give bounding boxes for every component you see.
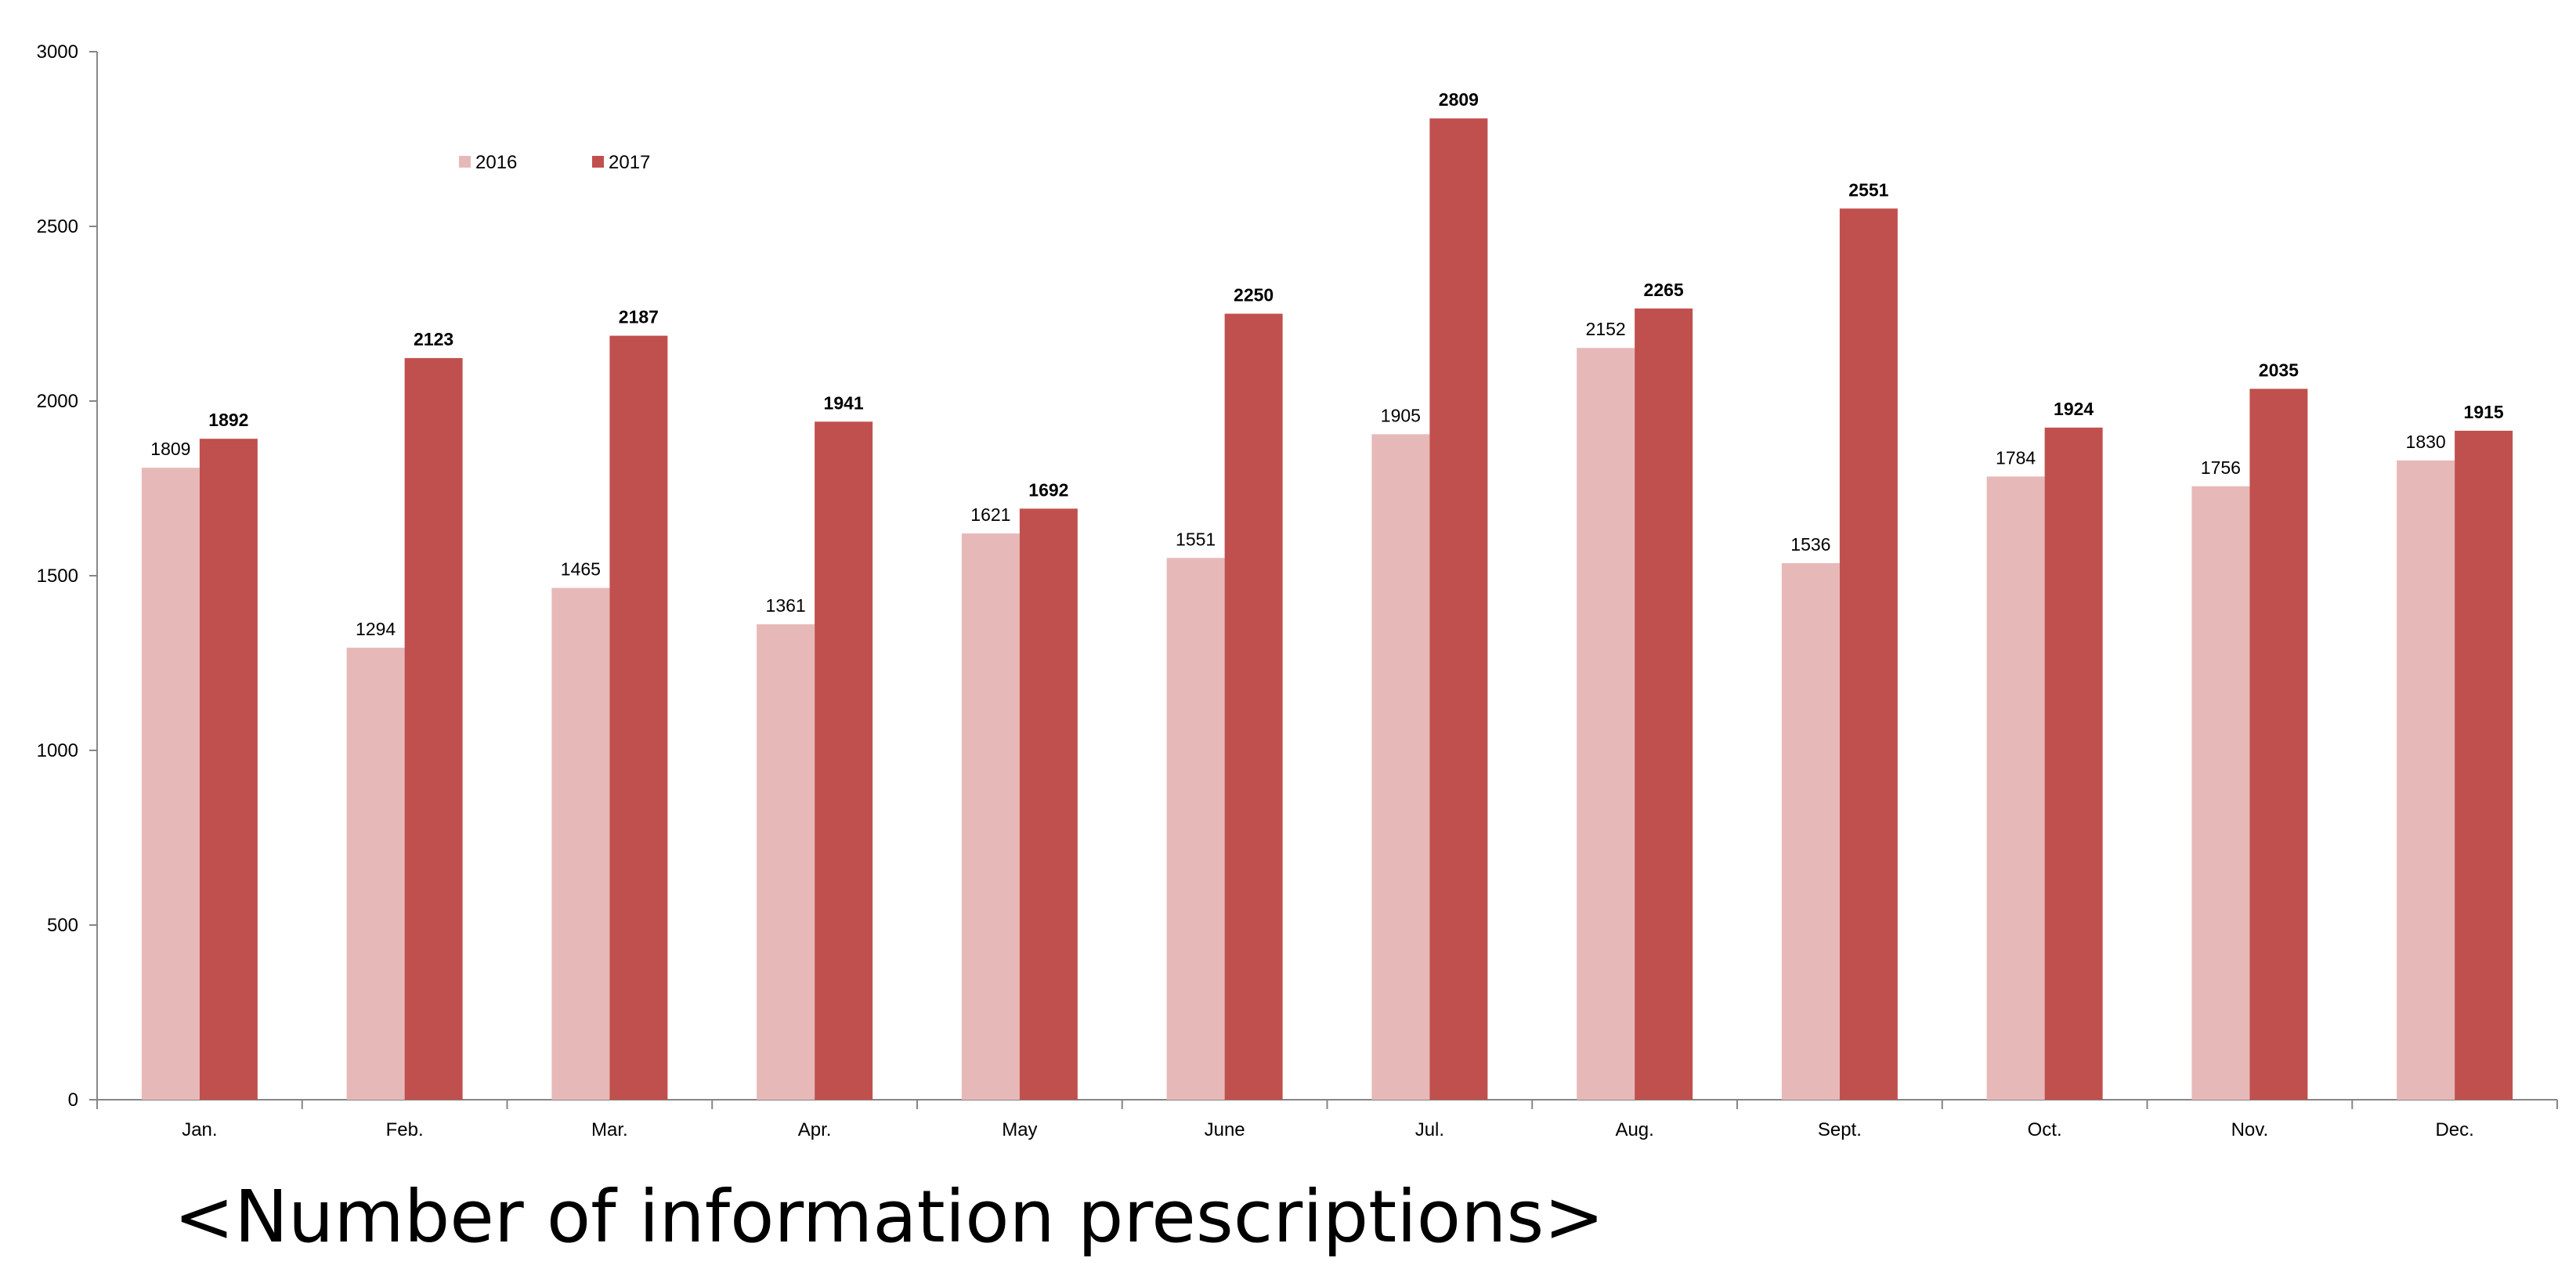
data-label-2016: 1784 [1996, 447, 2036, 468]
data-label-2017: 2551 [1848, 179, 1888, 200]
data-label-2017: 1892 [208, 410, 248, 430]
data-label-2017: 2265 [1644, 280, 1684, 300]
x-tick-label: June [1205, 1119, 1245, 1140]
bar-2016 [346, 647, 405, 1100]
data-label-2016: 1756 [2201, 457, 2241, 478]
x-tick-label: Feb. [386, 1119, 424, 1140]
bar-2017 [2455, 430, 2513, 1100]
x-tick-label: Jan. [182, 1119, 217, 1140]
data-label-2017: 1941 [824, 392, 864, 413]
y-tick-label: 0 [68, 1090, 78, 1111]
x-tick-label: Sept. [1818, 1119, 1862, 1140]
bar-2017 [2044, 427, 2103, 1100]
x-tick-label: Apr. [798, 1119, 832, 1140]
bar-2017 [1224, 313, 1283, 1100]
bar-2017 [1839, 208, 1898, 1100]
y-tick-label: 2500 [37, 216, 78, 237]
bar-2016 [551, 587, 610, 1100]
bar-2016 [141, 468, 200, 1100]
x-tick-label: Aug. [1615, 1119, 1653, 1140]
data-label-2016: 1361 [766, 595, 806, 616]
y-tick-label: 1500 [37, 566, 78, 587]
data-label-2016: 1551 [1176, 529, 1216, 549]
data-label-2016: 1905 [1381, 405, 1421, 425]
data-label-2017: 1915 [2464, 402, 2504, 422]
bar-2017 [2249, 389, 2308, 1100]
legend-label-2017: 2017 [609, 152, 650, 173]
x-tick-label: Mar. [591, 1119, 628, 1140]
bar-2016 [961, 533, 1020, 1100]
data-label-2016: 2152 [1586, 319, 1626, 339]
bar-2017 [609, 335, 668, 1100]
legend-label-2016: 2016 [475, 152, 517, 173]
bar-2016 [757, 623, 815, 1100]
x-tick-label: Dec. [2435, 1119, 2473, 1140]
data-label-2016: 1621 [970, 504, 1010, 525]
data-label-2017: 1692 [1028, 479, 1068, 500]
y-tick-label: 1000 [37, 740, 78, 761]
y-tick-label: 500 [47, 915, 78, 936]
data-label-2017: 1924 [2054, 399, 2094, 419]
bar-2017 [1635, 308, 1693, 1100]
bar-chart: 0 500 1000 1500 2000 2500 3000 1809 1892 Jan. 1294… [37, 42, 2558, 1140]
data-label-2016: 1809 [150, 439, 190, 459]
bar-2017 [404, 358, 463, 1101]
bar-2016 [1371, 434, 1430, 1100]
bar-2016 [1166, 558, 1225, 1100]
data-label-2017: 2123 [414, 329, 453, 349]
bar-2016 [1781, 562, 1840, 1100]
chart-caption: <Number of information prescriptions> [174, 1175, 1605, 1259]
x-tick-label: May [1002, 1119, 1037, 1140]
bar-2017 [815, 421, 873, 1100]
bar-2016 [1986, 476, 2045, 1100]
y-tick-label: 3000 [37, 42, 78, 63]
data-label-2017: 2187 [619, 307, 659, 327]
legend-swatch-2017 [592, 156, 604, 168]
data-label-2016: 1294 [356, 619, 396, 639]
y-tick-label: 2000 [37, 391, 78, 412]
bar-2017 [1019, 508, 1078, 1100]
x-tick-label: Nov. [2231, 1119, 2269, 1140]
data-label-2016: 1830 [2406, 432, 2446, 452]
x-tick-label: Jul. [1415, 1119, 1444, 1140]
bar-2017 [1429, 118, 1488, 1100]
bar-2016 [2191, 486, 2250, 1100]
bar-2016 [2397, 460, 2455, 1100]
bar-2016 [1577, 348, 1635, 1100]
data-label-2017: 2250 [1234, 285, 1274, 305]
data-label-2016: 1536 [1790, 534, 1830, 555]
legend-swatch-2016 [459, 156, 471, 168]
data-label-2016: 1465 [561, 559, 601, 580]
x-tick-label: Oct. [2028, 1119, 2062, 1140]
data-label-2017: 2035 [2259, 360, 2299, 380]
bar-2017 [199, 439, 258, 1100]
data-label-2017: 2809 [1439, 89, 1479, 110]
